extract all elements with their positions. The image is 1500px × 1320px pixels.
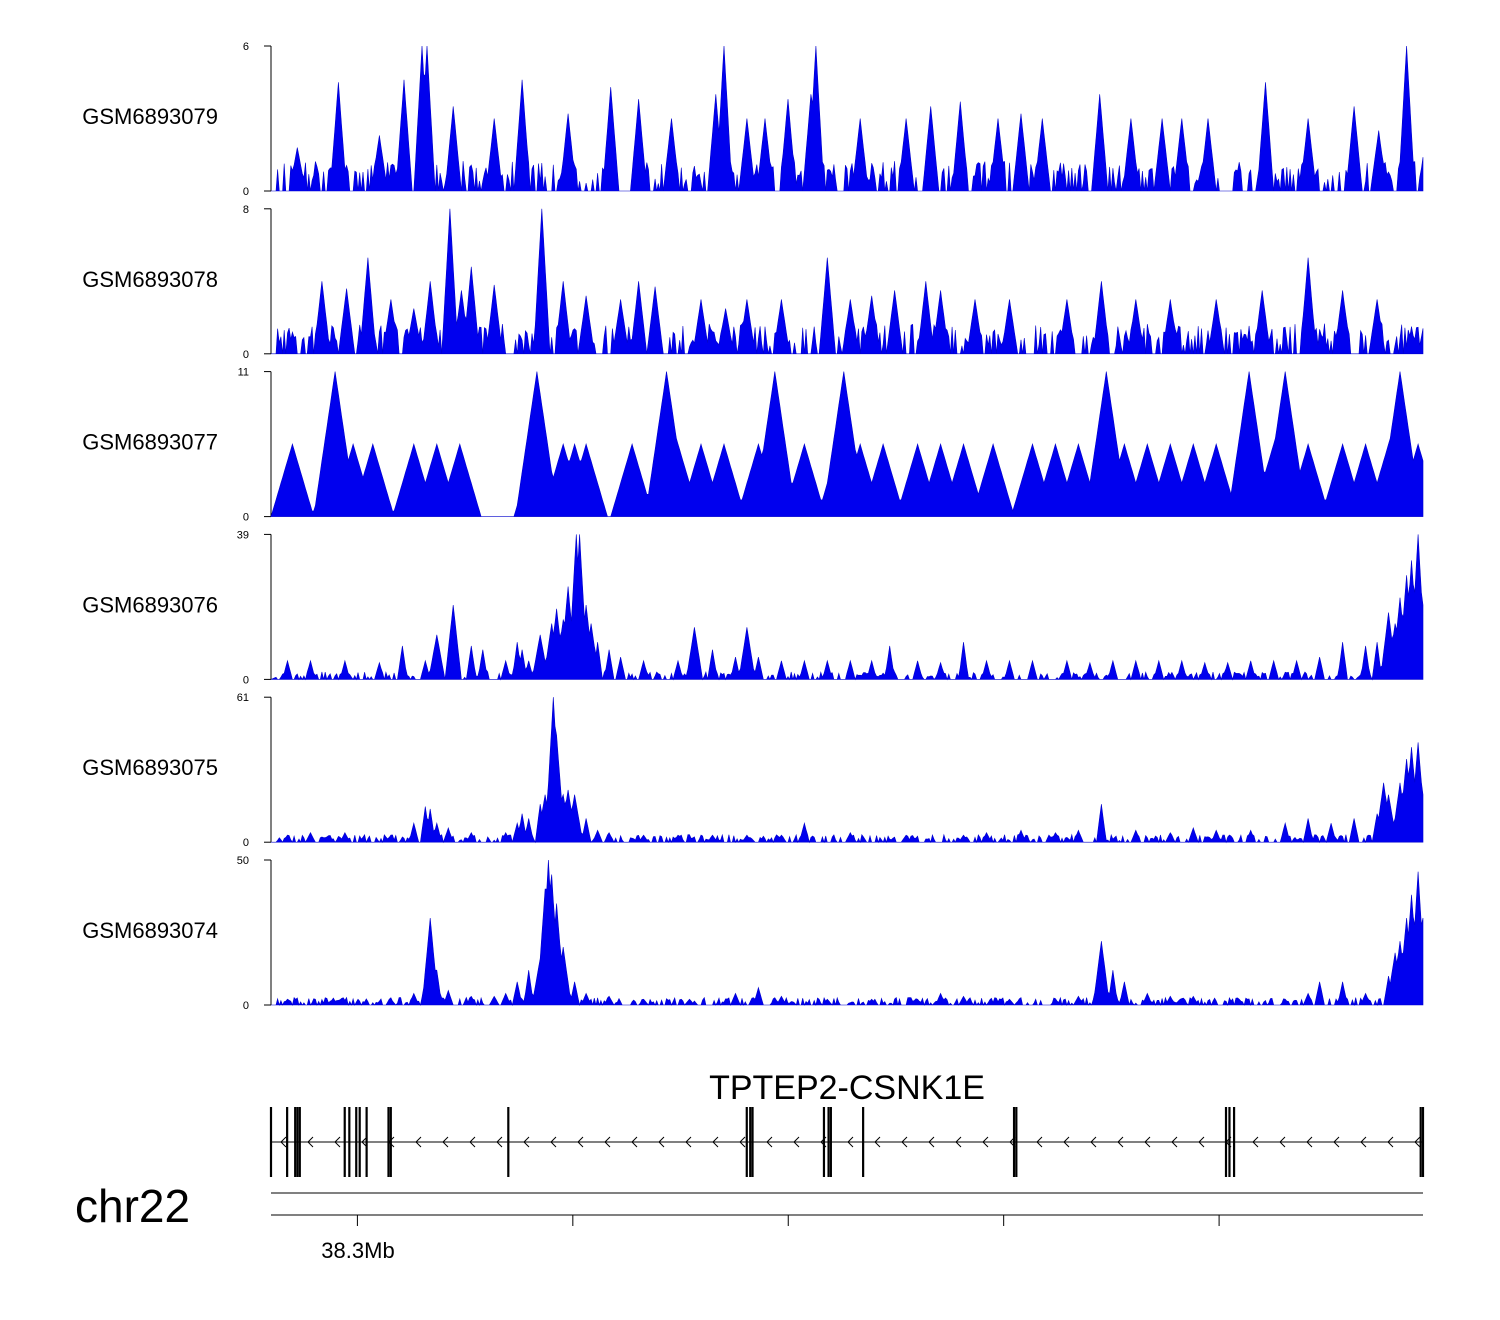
- axis-ticks: [356, 1215, 1220, 1226]
- track-GSM6893074: GSM6893074 50 0: [82, 855, 1424, 1012]
- track-GSM6893075: GSM6893075 61 0: [82, 692, 1424, 849]
- track-label: GSM6893077: [82, 430, 218, 455]
- strand-arrow: [793, 1136, 800, 1148]
- strand-arrow: [1333, 1136, 1340, 1148]
- strand-arrow: [1144, 1136, 1151, 1148]
- strand-arrow: [1117, 1136, 1124, 1148]
- strand-arrow: [361, 1136, 368, 1148]
- strand-arrow: [280, 1136, 287, 1148]
- y-max-label: 6: [243, 41, 249, 53]
- strand-arrow: [523, 1136, 530, 1148]
- track-label: GSM6893079: [82, 104, 218, 129]
- coverage-area: [271, 697, 1424, 844]
- axis-tick-label: 38.3Mb: [321, 1238, 394, 1263]
- strand-arrow: [685, 1136, 692, 1148]
- track-label: GSM6893074: [82, 918, 218, 943]
- strand-arrow: [1387, 1136, 1394, 1148]
- strand-arrow: [415, 1136, 422, 1148]
- coverage-tracks: GSM689307960GSM689307880GSM6893077110GSM…: [82, 41, 1424, 1012]
- y-min-label: 0: [243, 349, 249, 361]
- strand-arrow: [631, 1136, 638, 1148]
- track-label: GSM6893078: [82, 267, 218, 292]
- y-max-label: 61: [237, 692, 249, 704]
- strand-arrow: [307, 1136, 314, 1148]
- strand-arrow: [1063, 1136, 1070, 1148]
- strand-arrow: [604, 1136, 611, 1148]
- strand-arrow: [1306, 1136, 1313, 1148]
- track-label: GSM6893076: [82, 592, 218, 617]
- gene-exons: [269, 1107, 1425, 1177]
- y-min-label: 0: [243, 1000, 249, 1012]
- strand-arrow: [1414, 1136, 1421, 1148]
- strand-arrow: [1279, 1136, 1286, 1148]
- strand-arrow: [658, 1136, 665, 1148]
- coverage-area: [270, 534, 1424, 681]
- coverage-area: [271, 45, 1424, 192]
- strand-arrow: [442, 1136, 449, 1148]
- strand-arrow: [469, 1136, 476, 1148]
- y-max-label: 8: [243, 204, 249, 216]
- strand-arrow: [334, 1136, 341, 1148]
- strand-arrow: [712, 1136, 719, 1148]
- coverage-area: [271, 859, 1424, 1007]
- strand-arrow: [550, 1136, 557, 1148]
- strand-arrow: [901, 1136, 908, 1148]
- strand-arrow: [1090, 1136, 1097, 1148]
- gene-track: TPTEP2-CSNK1E: [269, 1069, 1425, 1177]
- chromosome-label: chr22: [75, 1180, 190, 1232]
- strand-arrow: [1171, 1136, 1178, 1148]
- y-max-label: 11: [238, 367, 249, 379]
- strand-arrow: [1360, 1136, 1367, 1148]
- y-min-label: 0: [243, 674, 249, 686]
- strand-arrow: [955, 1136, 962, 1148]
- strand-arrow: [1198, 1136, 1205, 1148]
- coverage-area: [271, 208, 1424, 355]
- y-min-label: 0: [243, 186, 249, 198]
- strand-arrow: [874, 1136, 881, 1148]
- y-max-label: 50: [237, 855, 249, 867]
- coverage-area: [270, 371, 1424, 517]
- strand-arrow: [739, 1136, 746, 1148]
- strand-arrow: [1252, 1136, 1259, 1148]
- strand-arrow: [982, 1136, 989, 1148]
- strand-arrow: [928, 1136, 935, 1148]
- track-GSM6893078: GSM6893078 8 0: [82, 204, 1424, 361]
- y-max-label: 39: [237, 529, 249, 541]
- strand-arrow: [847, 1136, 854, 1148]
- gene-name: TPTEP2-CSNK1E: [709, 1069, 985, 1107]
- track-label: GSM6893075: [82, 755, 218, 780]
- coordinate-axis: chr22 38.3Mb: [75, 1180, 1423, 1263]
- y-min-label: 0: [243, 837, 249, 849]
- strand-arrow: [496, 1136, 503, 1148]
- track-GSM6893079: GSM6893079 6 0: [82, 41, 1424, 198]
- y-min-label: 0: [243, 512, 249, 524]
- track-GSM6893077: GSM6893077 11 0: [82, 367, 1424, 524]
- strand-arrow: [766, 1136, 773, 1148]
- strand-arrow: [577, 1136, 584, 1148]
- strand-arrow: [1036, 1136, 1043, 1148]
- track-GSM6893076: GSM6893076 39 0: [82, 529, 1424, 686]
